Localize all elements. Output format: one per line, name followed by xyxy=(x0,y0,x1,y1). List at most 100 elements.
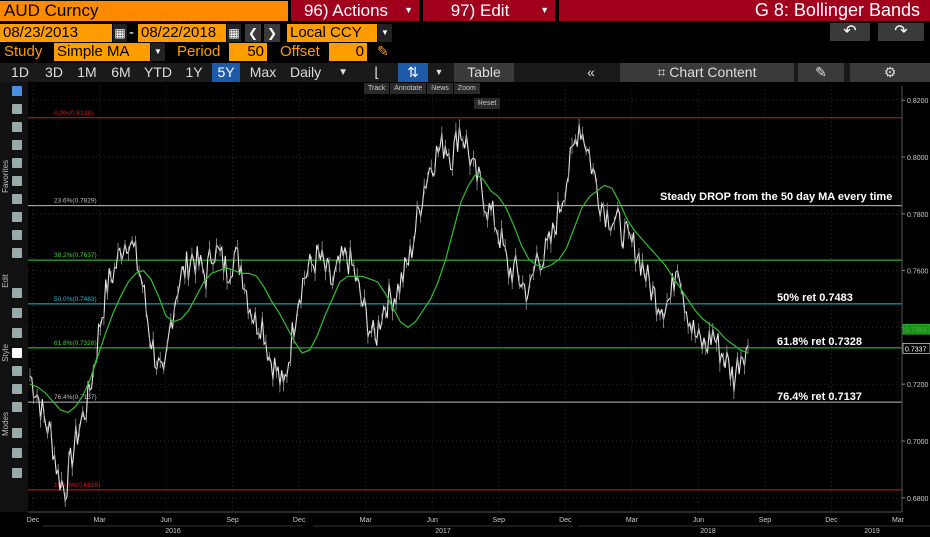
edit-menu[interactable]: 97) Edit ▼ xyxy=(423,0,555,21)
modes-label: Modes xyxy=(1,412,10,437)
price-series xyxy=(29,118,749,507)
start-date-field[interactable]: 08/23/2013 xyxy=(0,24,112,42)
color-white-icon[interactable] xyxy=(12,348,22,358)
collapse-icon[interactable]: « xyxy=(587,64,595,80)
x-tick-label: Mar xyxy=(360,517,373,524)
line-tool-icon[interactable] xyxy=(12,104,22,114)
x-tick-label: Dec xyxy=(825,517,838,524)
bar-chart-icon[interactable]: ⇅ xyxy=(398,63,428,82)
y-tick-label: 0.7000 xyxy=(907,439,929,446)
hline-tool-icon[interactable] xyxy=(12,230,22,240)
x-axis: Dec Mar Jun Sep Dec Mar Jun Sep Dec Mar Jun Sep Dec M… xyxy=(27,511,930,535)
period-field[interactable]: 50 xyxy=(229,43,267,61)
range-5y[interactable]: 5Y xyxy=(212,63,240,82)
fib-label: 38.2%(0.7637) xyxy=(54,252,97,259)
news-button[interactable]: News xyxy=(427,83,453,94)
chevron-left-icon[interactable]: ❮ xyxy=(245,24,261,42)
offset-label: Offset xyxy=(280,43,320,60)
window-title: G 8: Bollinger Bands xyxy=(559,0,930,21)
fib-levels: 0.0%(0.8138) 23.6%(0.7829) 38.2%(0.7637) 50… xyxy=(28,110,902,491)
fib-label: 0.0%(0.8138) xyxy=(54,110,93,117)
x-tick-label: Sep xyxy=(759,517,772,524)
calendar-icon[interactable]: ▦ xyxy=(113,24,127,42)
line-width-icon[interactable] xyxy=(12,366,22,376)
currency-dropdown-icon[interactable]: ▼ xyxy=(378,24,392,42)
lock-icon[interactable] xyxy=(12,448,22,458)
x-tick-label: Mar xyxy=(892,517,905,524)
x-tick-label: Dec xyxy=(293,517,306,524)
study-dropdown-icon[interactable]: ▼ xyxy=(151,43,165,61)
ma-series xyxy=(29,173,749,414)
range-6m[interactable]: 6M xyxy=(111,64,131,80)
chart-grid xyxy=(28,86,902,512)
track-button[interactable]: Track xyxy=(364,83,390,94)
trash-icon[interactable] xyxy=(12,308,22,318)
trend-tool-icon[interactable] xyxy=(12,122,22,132)
date-separator: - xyxy=(129,24,134,41)
line-style-icon[interactable] xyxy=(12,384,22,394)
arrow-tool-icon[interactable] xyxy=(12,194,22,204)
edit-tool-icon[interactable] xyxy=(12,288,22,298)
y-axis: 0.8200 0.8000 0.7800 0.7600 0.7400 0.7200 0.70… xyxy=(901,86,930,512)
fib-label: 50.0%(0.7483) xyxy=(54,296,97,303)
x-tick-label: Mar xyxy=(626,517,639,524)
zoom-button[interactable]: Zoom xyxy=(453,83,480,94)
y-tick-label: 0.8200 xyxy=(907,98,929,105)
chart-toolbar: 1D 3D 1M 6M YTD 1Y 5Y Max Daily ▼ ⌊ ⇅ ▼ … xyxy=(0,63,930,82)
chart-content-label: Chart Content xyxy=(669,64,757,80)
last-price-tag xyxy=(902,323,930,335)
vline-tool-icon[interactable] xyxy=(12,248,22,258)
x-year-label: 2016 xyxy=(165,528,181,535)
frequency-select[interactable]: Daily ▼ xyxy=(286,63,352,82)
x-tick-label: Sep xyxy=(493,517,506,524)
x-tick-label: Jun xyxy=(427,517,438,524)
text-tool-icon[interactable] xyxy=(12,176,22,186)
chart-content-button[interactable]: ⌗ Chart Content xyxy=(620,63,794,82)
x-tick-label: Dec xyxy=(559,517,572,524)
pencil-icon[interactable]: ✎ xyxy=(377,43,389,59)
range-1y[interactable]: 1Y xyxy=(185,64,203,80)
redo-icon[interactable]: ↷ xyxy=(878,23,924,41)
security-ticker[interactable]: AUD Curncy xyxy=(0,1,288,21)
range-1d[interactable]: 1D xyxy=(11,64,29,80)
copy-icon[interactable] xyxy=(12,328,22,338)
actions-menu[interactable]: 96) Actions ▼ xyxy=(291,0,419,21)
currency-select[interactable]: Local CCY xyxy=(287,24,377,42)
end-date-field[interactable]: 08/22/2018 xyxy=(138,24,226,42)
x-tick-label: Mar xyxy=(94,517,107,524)
annotation-text: Steady DROP from the 50 day MA every tim… xyxy=(660,191,892,203)
table-button[interactable]: Table xyxy=(454,63,514,82)
x-tick-label: Dec xyxy=(27,517,40,524)
range-ytd[interactable]: YTD xyxy=(144,64,172,80)
y-tick-label: 0.7400 xyxy=(907,325,929,332)
chevron-right-icon[interactable]: ❯ xyxy=(264,24,280,42)
fib-tool-icon[interactable] xyxy=(12,158,22,168)
favorites-label: Favorites xyxy=(1,160,10,193)
calendar-icon[interactable]: ▦ xyxy=(227,24,241,42)
gear-icon[interactable]: ⚙ xyxy=(850,63,930,82)
annotations: Steady DROP from the 50 day MA every tim… xyxy=(660,191,892,403)
settings-icon[interactable] xyxy=(12,468,22,478)
annotate-button[interactable]: Annotate xyxy=(390,83,427,94)
line-chart-icon[interactable]: ⌊ xyxy=(374,64,380,80)
y-tick-label: 0.7800 xyxy=(907,212,929,219)
magnet-icon[interactable] xyxy=(12,428,22,438)
chart-type-dropdown-icon[interactable]: ▼ xyxy=(434,67,444,77)
range-3d[interactable]: 3D xyxy=(45,64,63,80)
chart-content-icon: ⌗ xyxy=(657,64,670,80)
shape-tool-icon[interactable] xyxy=(12,212,22,222)
study-bar: Study Simple MA ▼ Period 50 Offset 0 ✎ xyxy=(0,42,930,62)
edit-label: 97) Edit xyxy=(450,1,510,20)
range-1m[interactable]: 1M xyxy=(77,64,97,80)
offset-field[interactable]: 0 xyxy=(329,43,367,61)
study-select[interactable]: Simple MA xyxy=(54,43,150,61)
edit-dropdown-icon: ▼ xyxy=(540,5,549,15)
style-label: Style xyxy=(1,344,10,362)
range-max[interactable]: Max xyxy=(249,64,277,80)
pointer-icon[interactable] xyxy=(12,86,22,96)
undo-icon[interactable]: ↶ xyxy=(830,23,870,41)
edit-chart-icon[interactable]: ✎ xyxy=(798,63,844,82)
channel-tool-icon[interactable] xyxy=(12,140,22,150)
reset-button[interactable]: Reset xyxy=(474,98,501,109)
fill-icon[interactable] xyxy=(12,402,22,412)
